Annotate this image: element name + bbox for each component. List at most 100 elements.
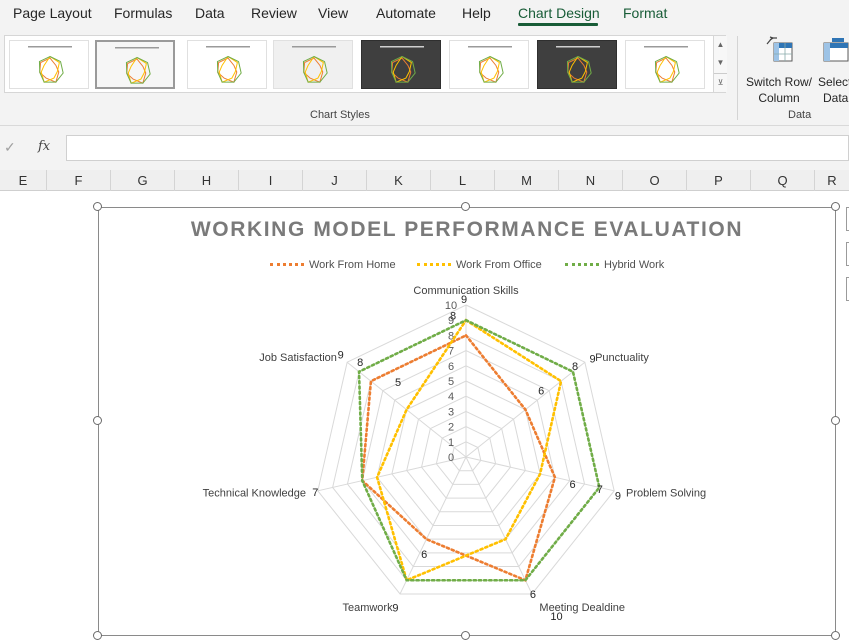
ribbon-tabs: Page Layout Formulas Data Review View Au… (0, 0, 849, 30)
radar-gridline (361, 350, 571, 554)
resize-handle-bottom-right[interactable] (831, 631, 840, 640)
tab-page-layout[interactable]: Page Layout (13, 5, 92, 21)
chart-style-1[interactable] (9, 40, 89, 89)
tab-automate[interactable]: Automate (376, 5, 436, 21)
legend-label: Work From Office (456, 259, 542, 271)
column-header-j[interactable]: J (303, 170, 367, 191)
preview-series (655, 57, 676, 83)
preview-title-bar (644, 46, 688, 48)
radial-tick-label: 9 (448, 315, 454, 327)
column-header-k[interactable]: K (367, 170, 431, 191)
preview-title-bar (206, 46, 250, 48)
radar-spoke (465, 456, 533, 595)
chart-style-5[interactable] (361, 40, 441, 89)
resize-handle-top[interactable] (461, 202, 470, 211)
chart-style-4[interactable] (273, 40, 353, 89)
data-label: 9 (590, 353, 596, 365)
radial-tick-label: 4 (448, 391, 454, 403)
preview-title-bar (28, 46, 72, 48)
data-label: 8 (357, 357, 363, 369)
preview-series (568, 55, 588, 83)
chart-style-7[interactable] (537, 40, 617, 89)
preview-series (127, 56, 147, 84)
legend-item-work-from-home[interactable]: Work From Home (270, 259, 396, 273)
column-header-e[interactable]: E (0, 170, 47, 191)
gallery-up-icon[interactable]: ▲ (716, 40, 725, 49)
chart-styles-group-label: Chart Styles (310, 109, 370, 121)
formula-input[interactable] (66, 135, 849, 161)
column-header-p[interactable]: P (687, 170, 751, 191)
column-header-i[interactable]: I (239, 170, 303, 191)
ribbon-body: ▲ ▼ ⊻ Chart Styles Switch Row/ Column Se… (0, 30, 849, 126)
column-header-h[interactable]: H (175, 170, 239, 191)
chart-style-8[interactable] (625, 40, 705, 89)
column-header-m[interactable]: M (495, 170, 559, 191)
radar-gridline (346, 334, 586, 568)
resize-handle-bottom[interactable] (461, 631, 470, 640)
tab-formulas[interactable]: Formulas (114, 5, 173, 21)
chart-title[interactable]: WORKING MODEL PERFORMANCE EVALUATION (190, 218, 744, 241)
chart-styles-button[interactable] (846, 242, 849, 266)
preview-series (126, 58, 147, 84)
column-header-g[interactable]: G (111, 170, 175, 191)
radial-tick-label: 6 (448, 361, 454, 373)
category-label: Communication Skills (413, 285, 519, 297)
preview-series (392, 55, 412, 83)
preview-series (654, 55, 680, 83)
chart-style-2[interactable] (95, 40, 175, 89)
active-tab-indicator (518, 23, 598, 26)
preview-series (216, 55, 242, 83)
select-data-icon (823, 38, 849, 62)
tab-review[interactable]: Review (251, 5, 297, 21)
chart-area[interactable] (98, 207, 836, 636)
chart-style-6[interactable] (449, 40, 529, 89)
column-header-n[interactable]: N (559, 170, 623, 191)
tab-data[interactable]: Data (195, 5, 225, 21)
resize-handle-bottom-left[interactable] (93, 631, 102, 640)
chart-styles-gallery: ▲ ▼ ⊻ (4, 35, 727, 93)
select-data-label-2: Data (823, 91, 849, 105)
legend-swatch (417, 262, 451, 266)
gallery-more-icon[interactable]: ⊻ (714, 73, 727, 91)
preview-title-bar (468, 46, 512, 48)
tab-format[interactable]: Format (623, 5, 668, 21)
resize-handle-left[interactable] (93, 416, 102, 425)
legend-swatch (565, 262, 599, 266)
radial-tick-label: 10 (445, 300, 457, 312)
switch-row-column-button[interactable]: Switch Row/ Column (744, 34, 814, 106)
preview-series (218, 55, 238, 83)
preview-series (391, 57, 412, 83)
radial-tick-label: 8 (448, 330, 454, 342)
column-header-f[interactable]: F (47, 170, 111, 191)
column-header-o[interactable]: O (623, 170, 687, 191)
column-header-r[interactable]: R (827, 173, 837, 188)
preview-series (566, 55, 592, 83)
chart-elements-button[interactable] (846, 207, 849, 231)
radial-tick-label: 2 (448, 422, 454, 434)
tab-help[interactable]: Help (462, 5, 491, 21)
preview-series (567, 57, 588, 83)
resize-handle-top-left[interactable] (93, 202, 102, 211)
select-data-button[interactable]: Select Data (818, 34, 849, 106)
insert-function-icon[interactable]: fx (38, 139, 51, 154)
chart-filters-button[interactable] (846, 277, 849, 301)
resize-handle-top-right[interactable] (831, 202, 840, 211)
gallery-down-icon[interactable]: ▼ (716, 58, 725, 67)
tab-chart-design[interactable]: Chart Design (518, 5, 600, 21)
column-header-l[interactable]: L (431, 170, 495, 191)
legend-item-work-from-office[interactable]: Work From Office (417, 259, 542, 273)
category-label: Teamwork (342, 602, 393, 614)
column-headers: E F G H I J K L M N O P Q R (0, 170, 849, 191)
chart-style-3[interactable] (187, 40, 267, 89)
legend-label: Work From Home (309, 259, 396, 271)
chart-style-preview (380, 46, 424, 83)
preview-series (656, 55, 676, 83)
preview-series (479, 57, 500, 83)
enter-check-icon[interactable]: ✓ (4, 139, 16, 155)
chart-style-preview (115, 47, 159, 84)
tab-view[interactable]: View (318, 5, 349, 21)
data-label: 7 (597, 484, 603, 496)
resize-handle-right[interactable] (831, 416, 840, 425)
legend-item-hybrid-work[interactable]: Hybrid Work (565, 259, 664, 273)
column-header-q[interactable]: Q (751, 170, 815, 191)
